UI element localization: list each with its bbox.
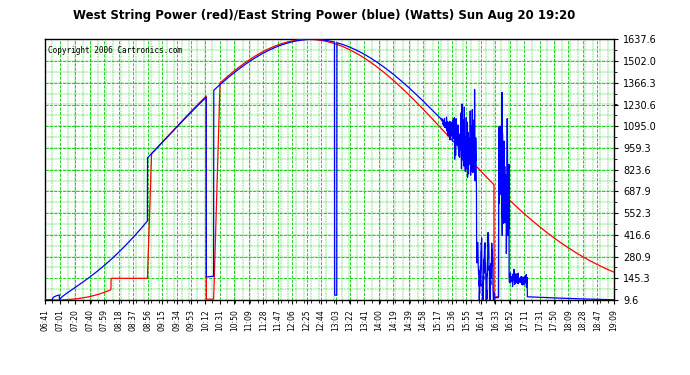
Text: West String Power (red)/East String Power (blue) (Watts) Sun Aug 20 19:20: West String Power (red)/East String Powe…: [73, 9, 575, 22]
Text: Copyright 2006 Cartronics.com: Copyright 2006 Cartronics.com: [48, 46, 182, 55]
